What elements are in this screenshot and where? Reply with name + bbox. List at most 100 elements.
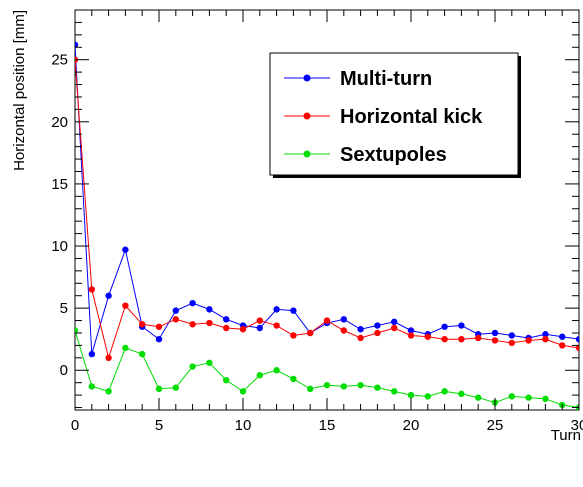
legend-entry: Sextupoles — [284, 144, 447, 166]
data-point — [223, 376, 230, 384]
data-point — [458, 322, 465, 329]
y-tick-label: 10 — [51, 238, 68, 255]
legend-items: Multi-turn Horizontal kick Sextupoles — [284, 68, 483, 166]
legend-marker — [303, 74, 311, 82]
data-point — [491, 329, 499, 337]
data-point — [508, 393, 515, 400]
data-point — [508, 339, 515, 347]
data-point — [575, 344, 579, 352]
data-point — [374, 329, 381, 337]
x-tick-label: 25 — [487, 417, 504, 434]
data-point — [122, 344, 129, 352]
legend-label: Horizontal kick — [340, 106, 483, 128]
data-point — [559, 342, 566, 349]
data-point — [508, 332, 515, 339]
legend-label: Multi-turn — [340, 68, 432, 90]
data-point — [374, 322, 381, 329]
data-point — [139, 350, 146, 358]
data-point — [88, 286, 96, 293]
data-point — [155, 335, 163, 343]
legend: Multi-turn Horizontal kick Sextupoles — [269, 52, 521, 178]
data-point — [155, 323, 163, 330]
data-point — [122, 302, 129, 309]
data-point — [273, 367, 280, 374]
data-point — [340, 383, 347, 390]
data-point — [391, 324, 398, 332]
data-point — [290, 332, 297, 339]
data-point — [323, 317, 331, 324]
data-point — [407, 327, 415, 334]
data-point — [441, 323, 448, 330]
data-point — [239, 326, 247, 333]
x-tick-label: 5 — [155, 417, 163, 434]
data-point — [407, 332, 415, 339]
series-horizontal-kick — [75, 56, 579, 362]
data-point — [172, 316, 179, 323]
data-point — [223, 316, 230, 323]
series-sextupoles — [75, 327, 579, 410]
data-point — [88, 350, 96, 358]
y-tick-label: 0 — [60, 362, 68, 379]
data-point — [525, 394, 532, 401]
data-point — [105, 354, 112, 362]
legend-label: Sextupoles — [340, 144, 447, 166]
data-point — [340, 327, 347, 334]
legend-marker — [303, 150, 311, 158]
data-point — [340, 316, 347, 323]
data-point — [491, 337, 499, 344]
x-axis-title: Turn — [551, 427, 581, 444]
data-point — [391, 388, 398, 395]
data-point — [75, 327, 79, 334]
data-point — [290, 375, 297, 383]
legend-shadow — [518, 56, 521, 178]
y-tick-label: 15 — [51, 176, 68, 193]
data-point — [256, 317, 263, 324]
data-point — [357, 381, 364, 389]
data-point — [105, 292, 112, 299]
x-tick-label: 20 — [403, 417, 420, 434]
data-point — [206, 319, 213, 327]
data-point — [357, 326, 364, 333]
legend-shadow — [273, 175, 521, 178]
axes-layer: 0 5 10 15 20 25 30 0 5 10 15 20 25 — [51, 9, 583, 434]
data-point — [122, 246, 129, 253]
data-point — [189, 321, 196, 328]
y-tick-label: 20 — [51, 114, 68, 131]
legend-marker — [303, 112, 311, 120]
legend-entry: Multi-turn — [284, 68, 432, 90]
x-tick-label: 10 — [235, 417, 252, 434]
data-point — [273, 306, 280, 313]
data-point — [475, 334, 482, 342]
data-point — [391, 318, 398, 326]
data-point — [307, 385, 314, 393]
x-tick-label: 30 — [571, 417, 583, 434]
data-point — [424, 333, 431, 340]
data-point — [155, 385, 163, 393]
data-point — [441, 335, 448, 343]
data-point — [307, 329, 314, 337]
data-point — [575, 335, 579, 343]
data-point — [256, 372, 263, 379]
data-point — [105, 388, 112, 395]
data-point — [139, 321, 146, 328]
data-point — [172, 384, 179, 391]
data-point — [256, 324, 263, 332]
legend-entry: Horizontal kick — [284, 106, 483, 128]
data-point — [323, 381, 331, 389]
series-layer — [75, 41, 579, 410]
data-point — [290, 307, 297, 314]
data-point — [172, 307, 179, 314]
data-point — [239, 388, 247, 395]
data-point — [441, 388, 448, 395]
data-point — [458, 335, 465, 343]
data-point — [458, 390, 465, 398]
data-point — [559, 333, 566, 340]
data-point — [424, 393, 431, 400]
x-tick-label: 0 — [71, 417, 79, 434]
data-point — [357, 334, 364, 342]
data-point — [189, 363, 196, 370]
data-point — [189, 299, 196, 307]
x-tick-label: 15 — [319, 417, 336, 434]
data-point — [206, 306, 213, 313]
